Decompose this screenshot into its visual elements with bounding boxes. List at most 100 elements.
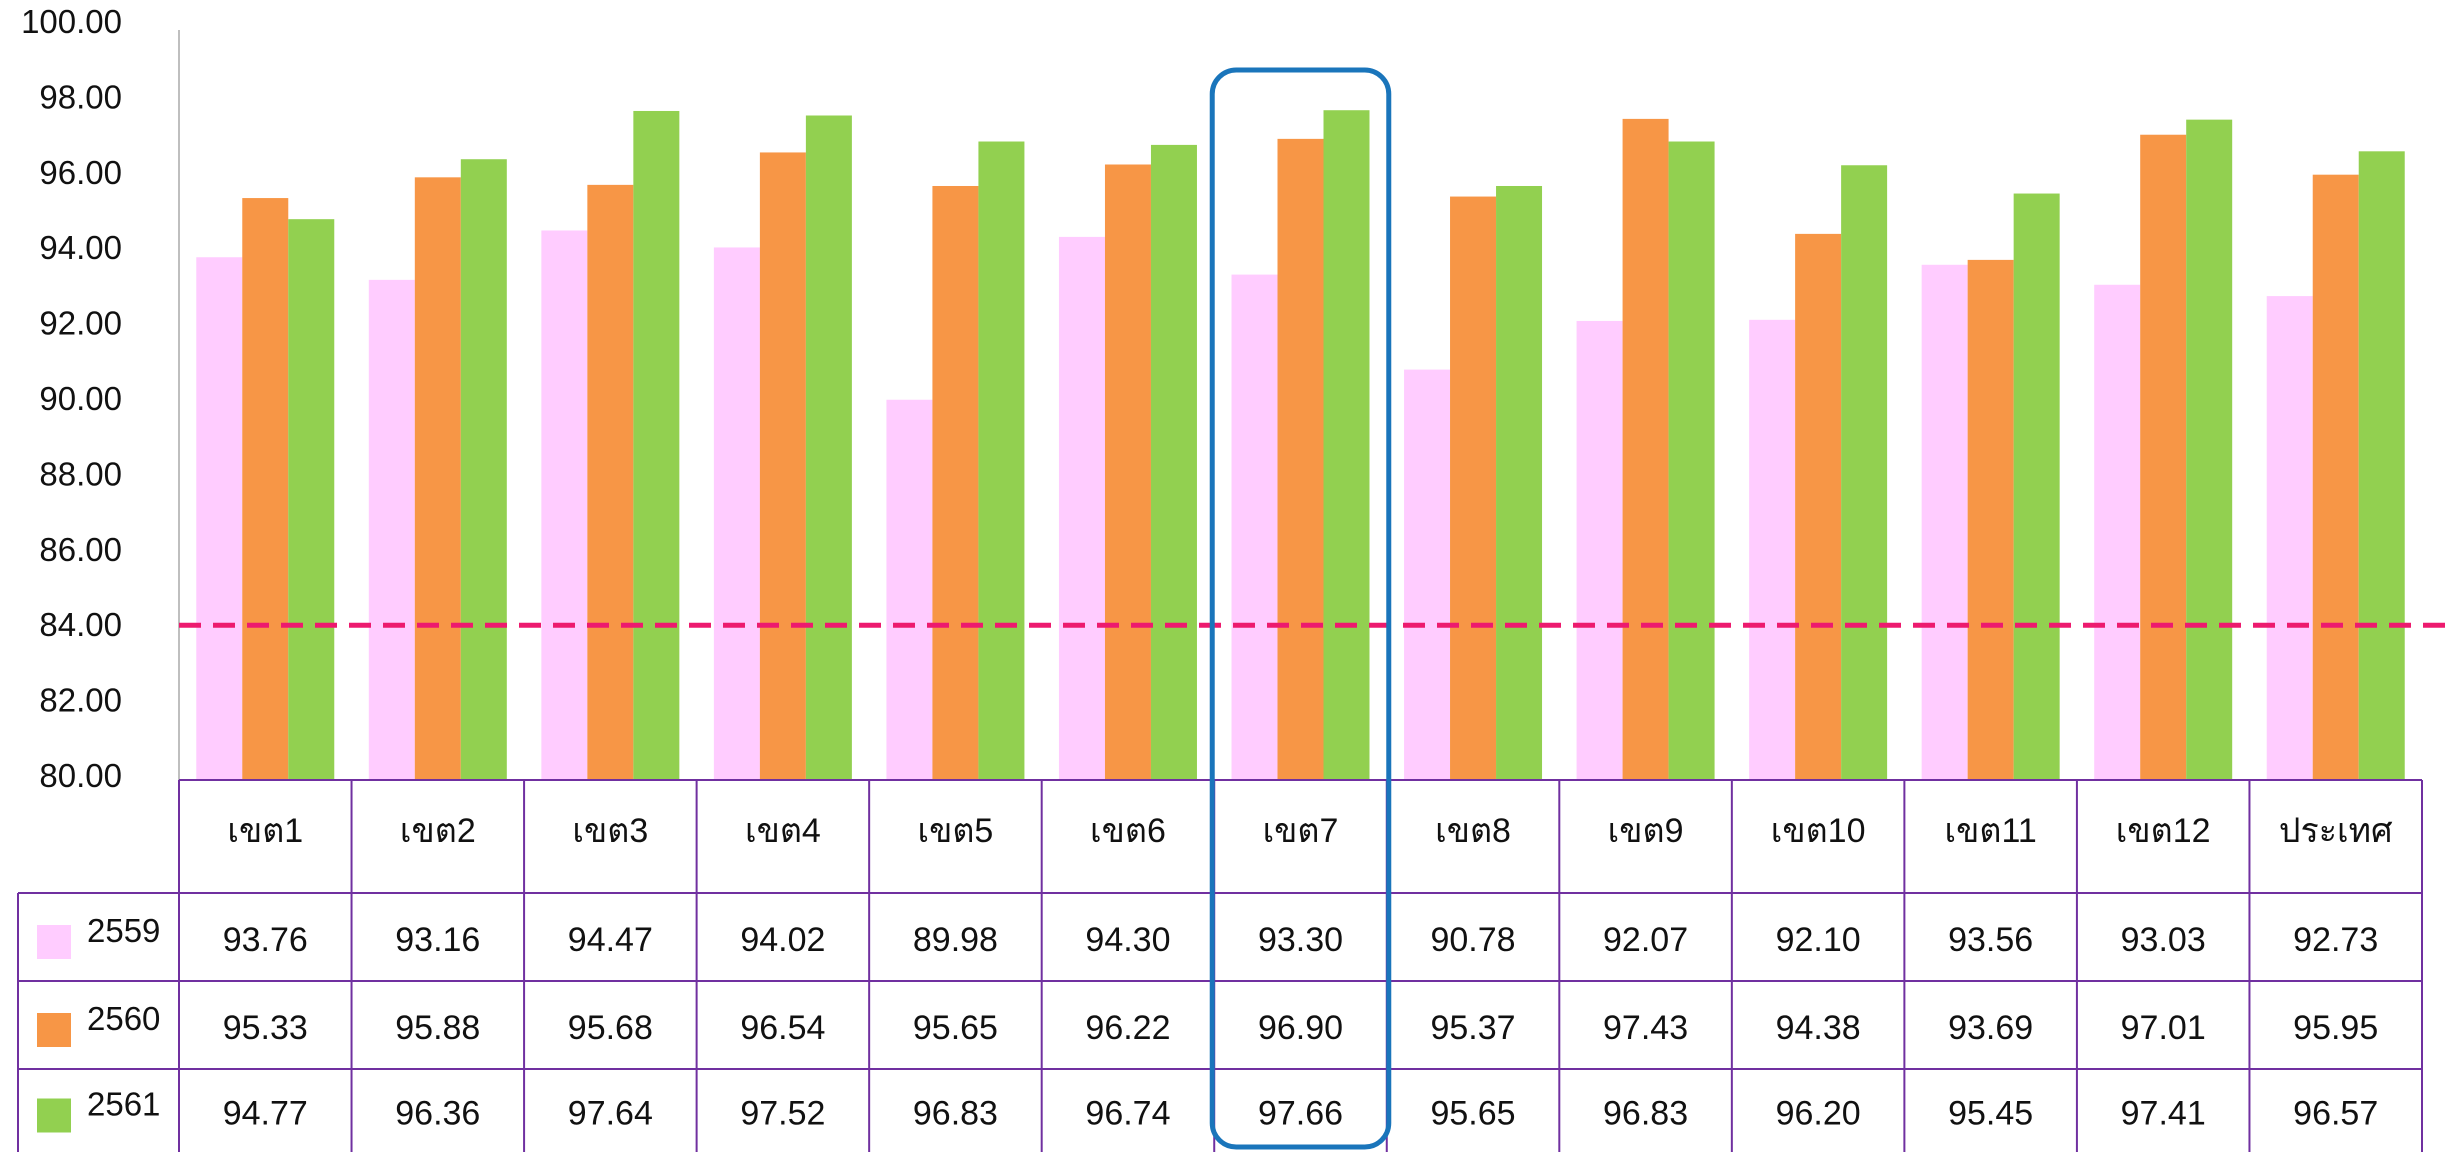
data-label: 93.56 — [1948, 921, 2033, 959]
bar-2560-11 — [1967, 259, 2014, 781]
data-label: 94.30 — [1085, 921, 1170, 959]
y-tick-label: 90.00 — [39, 380, 122, 417]
data-label: 92.10 — [1776, 921, 1861, 959]
bar-2559-8 — [1404, 369, 1451, 780]
y-tick-label: 80.00 — [39, 757, 122, 794]
data-label: 97.43 — [1603, 1009, 1688, 1047]
y-tick-label: 100.00 — [21, 3, 122, 40]
bar-2561-8 — [1496, 185, 1543, 780]
data-label: 93.69 — [1948, 1009, 2033, 1047]
bar-2559-11 — [1921, 264, 1968, 781]
bar-2561-6 — [1150, 144, 1197, 781]
bar-2561-4 — [805, 115, 852, 781]
y-tick-label: 88.00 — [39, 455, 122, 492]
data-label: 97.64 — [568, 1095, 653, 1133]
bar-2561-9 — [1668, 141, 1715, 780]
category-label: เขต11 — [1945, 812, 2037, 850]
bar-2559-6 — [1058, 236, 1105, 780]
y-tick-label: 96.00 — [39, 154, 122, 191]
data-label: 96.57 — [2293, 1095, 2378, 1133]
data-label: 95.68 — [568, 1009, 653, 1047]
data-label: 92.07 — [1603, 921, 1688, 959]
y-tick-label: 84.00 — [39, 606, 122, 643]
data-label: 97.01 — [2121, 1009, 2206, 1047]
data-label: 93.30 — [1258, 921, 1343, 959]
data-label: 89.98 — [913, 921, 998, 959]
data-label: 94.47 — [568, 921, 653, 959]
bar-2559-2 — [368, 279, 415, 780]
legend-swatch-2559 — [37, 925, 71, 959]
bar-2561-1 — [288, 219, 335, 780]
data-label: 96.90 — [1258, 1009, 1343, 1047]
y-tick-label: 82.00 — [39, 682, 122, 719]
bar-2559-13 — [2266, 296, 2313, 780]
data-label: 96.74 — [1085, 1095, 1170, 1133]
data-label: 95.65 — [913, 1009, 998, 1047]
bar-2559-5 — [886, 399, 933, 780]
bar-2560-6 — [1104, 164, 1151, 781]
bar-2559-4 — [713, 247, 760, 781]
data-label: 95.88 — [395, 1009, 480, 1047]
category-label: เขต2 — [400, 812, 476, 850]
data-label: 95.33 — [223, 1009, 308, 1047]
legend-label-2560: 2560 — [87, 1000, 160, 1037]
data-label: 95.65 — [1430, 1095, 1515, 1133]
bar-2560-7 — [1277, 138, 1324, 780]
bar-2560-3 — [587, 184, 634, 780]
bar-2560-1 — [242, 198, 289, 780]
legend-swatch-2560 — [37, 1013, 71, 1047]
bar-2561-5 — [978, 141, 1025, 780]
data-label: 97.66 — [1258, 1095, 1343, 1133]
y-tick-label: 94.00 — [39, 229, 122, 266]
bar-2560-12 — [2140, 134, 2187, 780]
bar-2561-10 — [1841, 165, 1888, 780]
bar-2560-10 — [1795, 233, 1842, 780]
bar-2560-2 — [414, 177, 461, 781]
bar-2561-11 — [2013, 193, 2060, 780]
bar-2559-7 — [1231, 274, 1278, 780]
data-label: 96.83 — [1603, 1095, 1688, 1133]
data-label: 94.02 — [740, 921, 825, 959]
data-label: 95.95 — [2293, 1009, 2378, 1047]
bar-2559-10 — [1749, 319, 1796, 780]
category-label: เขต8 — [1435, 812, 1511, 850]
bar-2560-5 — [932, 185, 979, 780]
bar-2559-12 — [2094, 284, 2141, 780]
category-label: เขต3 — [572, 812, 648, 850]
category-label: เขต10 — [1771, 812, 1866, 850]
bar-2559-1 — [196, 257, 243, 780]
y-tick-label: 98.00 — [39, 78, 122, 115]
data-label: 92.73 — [2293, 921, 2378, 959]
bar-2560-13 — [2312, 174, 2359, 780]
data-label: 97.52 — [740, 1095, 825, 1133]
category-label: ประเทศ — [2279, 812, 2393, 850]
data-label: 96.20 — [1776, 1095, 1861, 1133]
data-label: 96.54 — [740, 1009, 825, 1047]
legend-label-2561: 2561 — [87, 1086, 160, 1123]
bar-2559-9 — [1576, 320, 1623, 780]
data-label: 93.03 — [2121, 921, 2206, 959]
bar-2560-9 — [1622, 118, 1669, 781]
y-tick-label: 92.00 — [39, 305, 122, 342]
bar-2561-3 — [633, 110, 680, 781]
data-label: 97.41 — [2121, 1095, 2206, 1133]
category-label: เขต5 — [917, 812, 993, 850]
category-label: เขต9 — [1608, 812, 1684, 850]
data-label: 96.36 — [395, 1095, 480, 1133]
data-label: 95.37 — [1430, 1009, 1515, 1047]
bar-2561-13 — [2358, 151, 2405, 780]
y-tick-label: 86.00 — [39, 531, 122, 568]
category-label: เขต12 — [2116, 812, 2211, 850]
bar-2560-4 — [759, 152, 806, 780]
category-label: เขต7 — [1263, 812, 1339, 850]
data-label: 94.77 — [223, 1095, 308, 1133]
bar-2561-2 — [460, 159, 507, 780]
bar-2561-12 — [2186, 119, 2233, 780]
legend-label-2559: 2559 — [87, 912, 160, 949]
category-label: เขต4 — [745, 812, 821, 850]
data-label: 96.83 — [913, 1095, 998, 1133]
data-label: 95.45 — [1948, 1095, 2033, 1133]
category-label: เขต6 — [1090, 812, 1166, 850]
